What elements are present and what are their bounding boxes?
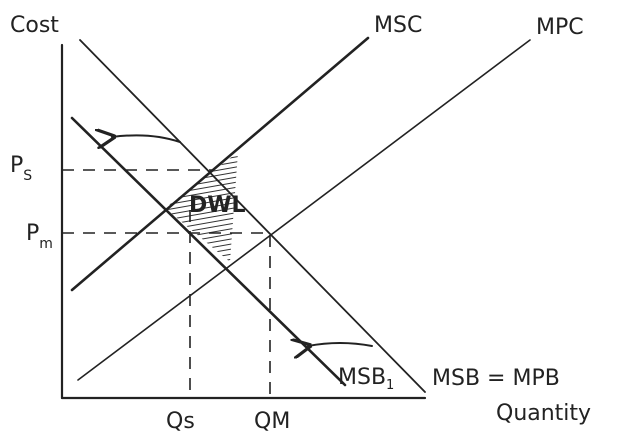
shift-arrow xyxy=(308,343,373,346)
mpc-label: MPC xyxy=(536,15,584,40)
shift-arrow xyxy=(112,135,181,142)
mpc-line xyxy=(77,39,531,381)
msb-mpb-line xyxy=(79,39,426,393)
dwl-area xyxy=(165,152,238,262)
pm-main: P xyxy=(26,221,39,246)
msc-label: MSC xyxy=(374,13,422,38)
qs-label: Qs xyxy=(166,409,195,434)
msb1-line xyxy=(70,116,347,387)
pm-label: Pm xyxy=(26,221,53,252)
x-axis-label: Quantity xyxy=(496,401,591,426)
pm-sub: m xyxy=(39,236,53,252)
ps-sub: S xyxy=(23,168,32,184)
dwl-label: DWL xyxy=(189,193,246,218)
ps-label: PS xyxy=(10,153,32,184)
ps-main: P xyxy=(10,153,23,178)
msb1-main: MSB xyxy=(338,365,386,390)
msb-mpb-label: MSB = MPB xyxy=(432,366,560,391)
y-axis-label: Cost xyxy=(10,13,59,38)
msb1-label: MSB1 xyxy=(338,365,394,393)
msb1-sub: 1 xyxy=(386,378,394,393)
qm-label: QM xyxy=(254,409,290,434)
msc-line xyxy=(70,36,370,292)
